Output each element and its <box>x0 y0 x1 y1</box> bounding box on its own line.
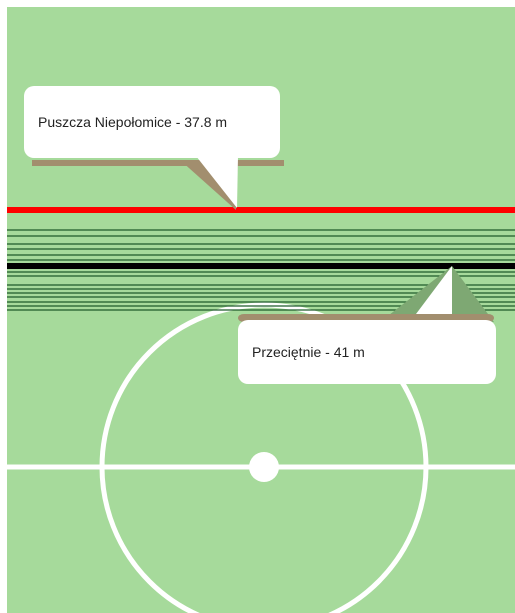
average-tooltip: Przeciętnie - 41 m <box>238 320 496 384</box>
avg-tooltip-pointer <box>410 266 452 322</box>
average-tooltip-label: Przeciętnie - 41 m <box>252 344 365 360</box>
club-tooltip-label: Puszcza Niepołomice - 37.8 m <box>38 114 228 130</box>
club-tooltip-shadow <box>32 160 284 166</box>
club-tooltip-pointer <box>196 156 238 208</box>
club-tooltip: Puszcza Niepołomice - 37.8 m <box>24 86 280 158</box>
center-spot <box>249 452 279 482</box>
